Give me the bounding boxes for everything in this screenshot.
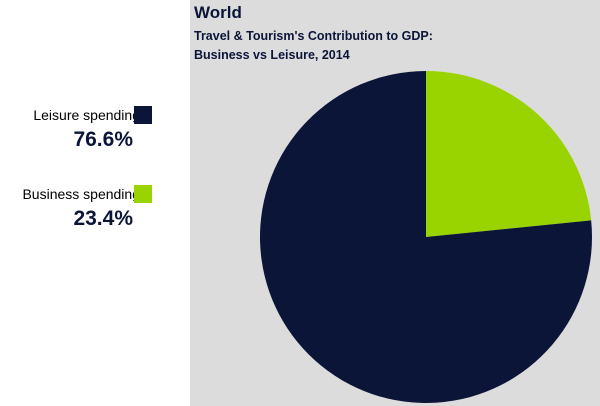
legend-swatch-business [134,185,152,203]
pie-chart [259,71,592,403]
pie-slice-leisure [259,71,592,403]
chart-title: World [194,3,242,22]
legend-value-leisure: 76.6% [73,128,133,151]
chart-subtitle: Travel & Tourism's Contribution to GDP: … [194,29,433,62]
legend-swatch-leisure [134,106,152,124]
legend-label-business: Business spending [22,186,140,202]
legend-item-business: Business spending 23.4% [0,179,190,249]
legend-label-leisure: Leisure spending [33,107,140,123]
pie-slice-business [426,71,592,237]
legend-value-business: 23.4% [73,207,133,230]
legend: Leisure spending 76.6% Business spending… [0,0,190,406]
chart-panel: World Travel & Tourism's Contribution to… [190,0,600,406]
legend-item-leisure: Leisure spending 76.6% [0,100,190,170]
